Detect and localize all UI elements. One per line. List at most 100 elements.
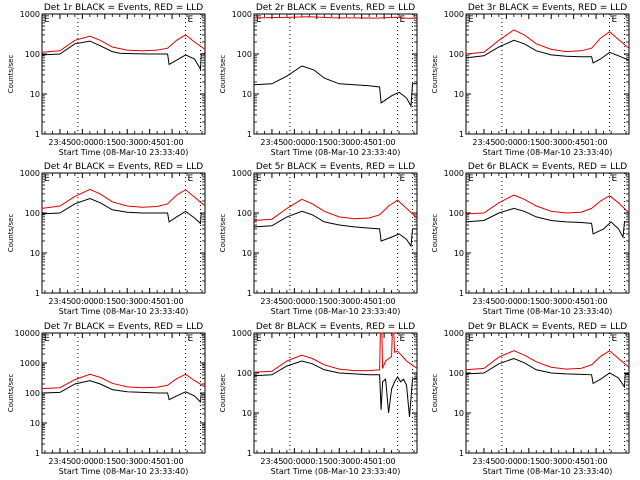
events-line [41,197,205,225]
flag-label-left: E [44,15,50,25]
detector-panel-5: Det 5r BLACK = Events, RED = LLD 1 10 100 10… [219,162,418,316]
panel-title: Det 1r BLACK = Events, RED = LLD [44,3,203,13]
x-axis-label: Start Time (08-Mar-10 23:33:40) [59,467,189,476]
y-tick-label: 100 [237,369,252,378]
x-axis-label: Start Time (08-Mar-10 23:33:40) [483,148,613,157]
y-axis-label: Counts/sec [7,214,15,253]
plot-frame [41,13,206,135]
events-line [465,357,629,389]
events-line [465,207,629,239]
x-tick-label: 00:00 [495,138,518,147]
events-line [253,65,417,108]
panel-title: Det 7r BLACK = Events, RED = LLD [44,322,203,332]
flag-label-marker: E [400,174,406,184]
y-tick-label: 10 [242,249,252,258]
lld-line [253,332,418,373]
panel-title: Det 5r BLACK = Events, RED = LLD [256,162,415,172]
detector-panel-4: Det 4r BLACK = Events, RED = LLD 1 10 100 10… [7,162,206,316]
y-tick-label: 1000 [20,359,40,368]
flag-label-left: E [44,334,50,344]
y-tick-label: 10 [454,249,464,258]
x-tick-label: 00:15 [93,138,116,147]
x-tick-label: 00:15 [517,457,540,466]
plot-frame [465,332,630,454]
panel-title: Det 9r BLACK = Events, RED = LLD [468,322,627,332]
x-tick-label: 00:15 [305,457,328,466]
x-tick-label: 00:15 [93,297,116,306]
y-tick-label: 1 [35,289,40,298]
lld-line [41,188,206,209]
flag-label-left: E [468,15,474,25]
plot-frame [253,332,418,454]
x-tick-label: 01:00 [585,297,608,306]
x-tick-label: 00:15 [305,297,328,306]
y-tick-label: 1000 [444,10,464,19]
events-line [465,39,630,64]
y-tick-label: 100 [25,389,40,398]
flag-label-left: E [468,174,474,184]
flag-label-marker: E [400,15,406,25]
y-tick-label: 10 [242,90,252,99]
events-line [253,210,417,248]
y-tick-label: 100 [449,369,464,378]
plot-frame [253,172,418,294]
y-tick-label: 1 [247,130,252,139]
x-tick-label: 01:00 [373,138,396,147]
x-tick-label: 00:30 [116,457,139,466]
x-tick-label: 00:45 [562,138,585,147]
x-tick-label: 00:15 [517,297,540,306]
lld-line [253,198,418,221]
y-tick-label: 100 [449,209,464,218]
y-tick-label: 100 [449,50,464,59]
lld-line [253,16,417,19]
x-tick-label: 00:30 [328,297,351,306]
x-tick-label: 00:30 [540,457,563,466]
y-tick-label: 10 [454,409,464,418]
x-tick-label: 00:15 [517,138,540,147]
x-tick-label: 01:00 [161,457,184,466]
events-line [253,360,418,417]
detector-panel-2: Det 2r BLACK = Events, RED = LLD 1 10 100 10… [219,3,418,157]
y-tick-label: 1 [247,289,252,298]
x-tick-label: 00:45 [138,457,161,466]
y-axis-label: Counts/sec [219,374,227,413]
x-tick-label: 23:45 [472,297,495,306]
panel-title: Det 2r BLACK = Events, RED = LLD [256,3,415,13]
flag-label-left: E [256,174,262,184]
y-tick-label: 10 [30,249,40,258]
y-tick-label: 1000 [444,169,464,178]
x-tick-label: 00:45 [138,297,161,306]
flag-label-left: E [256,15,262,25]
flag-label-marker: E [188,15,194,25]
lld-line [465,194,630,215]
x-tick-label: 01:00 [161,138,184,147]
y-tick-label: 100 [237,50,252,59]
x-tick-label: 00:45 [350,297,373,306]
x-axis-label: Start Time (08-Mar-10 23:33:40) [271,307,401,316]
flag-label-marker: E [188,334,194,344]
x-tick-label: 00:00 [495,297,518,306]
flag-label-marker: E [400,334,406,344]
y-axis-label: Counts/sec [431,374,439,413]
plot-frame [41,332,206,454]
x-tick-label: 00:45 [562,297,585,306]
y-tick-label: 100 [25,50,40,59]
y-tick-label: 10000 [15,329,40,338]
x-axis-label: Start Time (08-Mar-10 23:33:40) [483,307,613,316]
panel-title: Det 3r BLACK = Events, RED = LLD [468,3,627,13]
lld-line [41,373,206,390]
x-tick-label: 00:30 [540,297,563,306]
detector-panel-3: Det 3r BLACK = Events, RED = LLD 1 10 100 10… [431,3,630,157]
detector-panel-1: Det 1r BLACK = Events, RED = LLD 1 10 100 10… [7,3,206,157]
x-tick-label: 23:45 [472,457,495,466]
flag-label-marker: E [188,174,194,184]
y-tick-label: 1000 [232,10,252,19]
x-tick-label: 23:45 [48,138,71,147]
x-tick-label: 00:15 [305,138,328,147]
y-tick-label: 10 [30,419,40,428]
x-tick-label: 00:30 [116,138,139,147]
y-axis-label: Counts/sec [219,55,227,94]
detector-panel-7: Det 7r BLACK = Events, RED = LLD 1 10 100 10… [7,322,206,476]
x-axis-label: Start Time (08-Mar-10 23:33:40) [59,148,189,157]
